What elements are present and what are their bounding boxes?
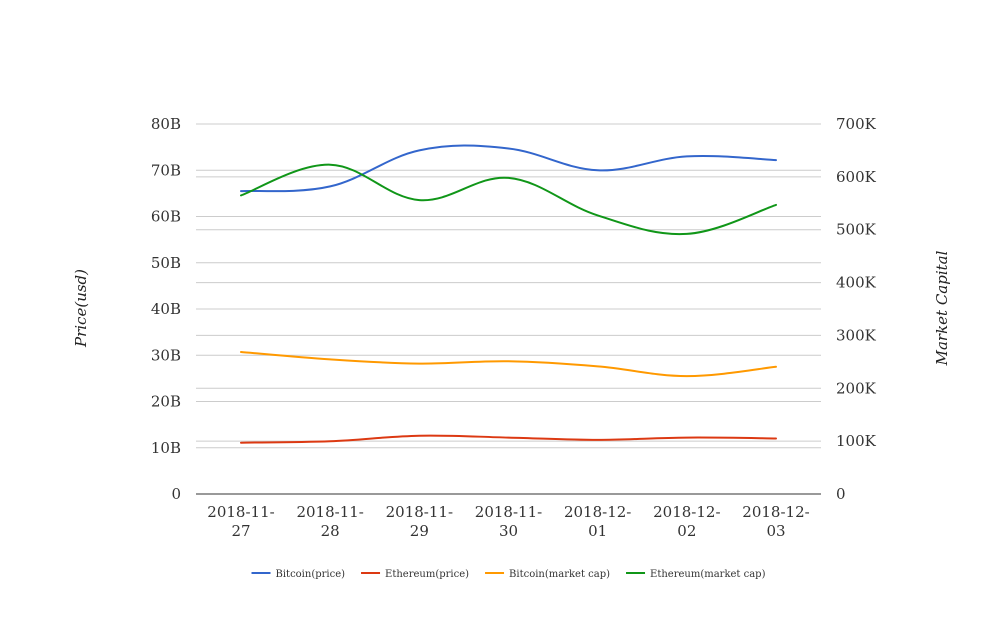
x-tick-label: 2018-12-02	[653, 503, 720, 540]
x-tick-label: 2018-11-28	[296, 503, 363, 540]
y2-tick-label: 200K	[836, 379, 877, 397]
legend-label: Bitcoin(market cap)	[509, 569, 610, 580]
legend-label: Bitcoin(price)	[276, 569, 346, 580]
y-tick-label: 60B	[151, 208, 181, 226]
y2-tick-label: 0	[836, 485, 846, 503]
y2-axis-title: Market Capital	[933, 250, 951, 366]
legend: Bitcoin(price) Ethereum(price) Bitcoin(mar…	[251, 569, 766, 580]
legend-label: Ethereum(market cap)	[650, 569, 766, 580]
y2-tick-label: 400K	[836, 274, 877, 292]
y2-tick-label: 300K	[836, 326, 877, 344]
y-tick-label: 30B	[151, 346, 181, 364]
y-axis-title: Price(usd)	[72, 269, 90, 348]
x-tick-label: 2018-12-03	[742, 503, 809, 540]
x-tick-label: 2018-11-29	[386, 503, 453, 540]
legend-item[interactable]: Bitcoin(market cap)	[485, 569, 610, 580]
y2-tick-label: 600K	[836, 168, 877, 186]
series-lines	[240, 144, 777, 444]
y2-tick-label: 100K	[836, 432, 877, 450]
series-line-bitcoin-market-cap	[240, 351, 777, 378]
y2-tick-label: 500K	[836, 221, 877, 239]
y-tick-label: 20B	[151, 393, 181, 411]
y-tick-label: 0	[171, 485, 181, 503]
legend-item[interactable]: Ethereum(market cap)	[626, 569, 766, 580]
gridlines	[196, 123, 821, 449]
legend-item[interactable]: Ethereum(price)	[361, 569, 469, 580]
y2-tick-label: 700K	[836, 115, 877, 133]
legend-label: Ethereum(price)	[385, 569, 469, 580]
series-line-bitcoin-price	[240, 144, 777, 193]
x-tick-label: 2018-12-01	[564, 503, 631, 540]
x-tick-label: 2018-11-30	[475, 503, 542, 540]
y-tick-label: 50B	[151, 254, 181, 272]
y-tick-label: 10B	[151, 439, 181, 457]
x-tick-label: 2018-11-27	[207, 503, 274, 540]
series-line-ethereum-price	[240, 434, 777, 444]
legend-item[interactable]: Bitcoin(price)	[251, 569, 346, 580]
series-line-ethereum-market-cap	[240, 163, 777, 236]
y-tick-label: 80B	[151, 115, 181, 133]
y-tick-label: 40B	[151, 300, 181, 318]
tick-labels: 0 10B 20B 30B 40B 50B 60B 70B 80B 0 100K 200K 300K 40…	[151, 115, 877, 540]
y-tick-label: 70B	[151, 161, 181, 179]
